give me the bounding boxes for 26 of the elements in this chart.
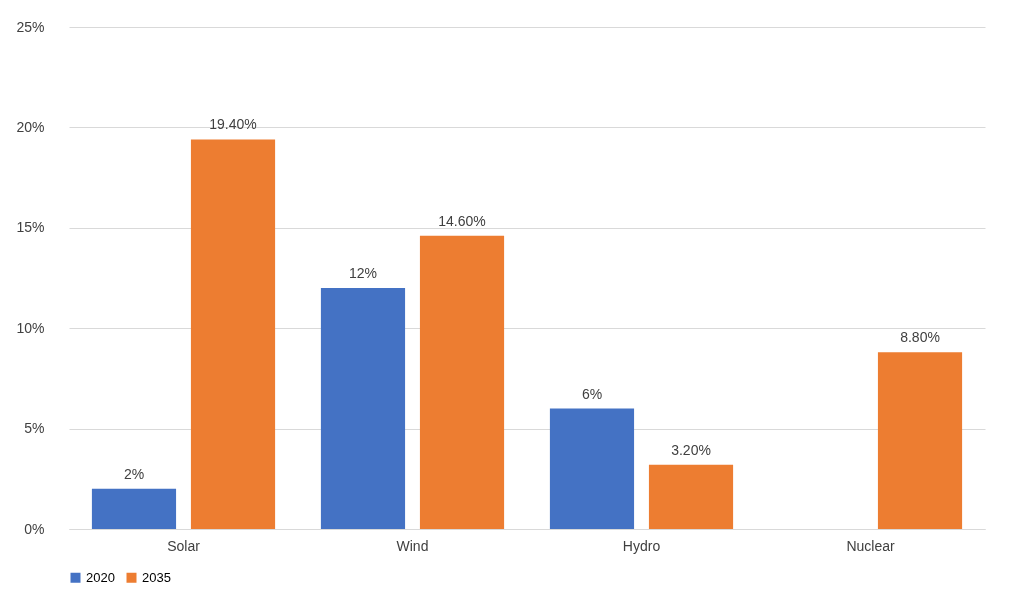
x-tick-label: Solar (167, 537, 201, 554)
bar (877, 352, 963, 529)
y-tick-label: 15% (16, 219, 45, 236)
y-tick-label: 10% (16, 319, 45, 336)
data-label: 8.80% (900, 329, 940, 346)
y-tick-label: 25% (16, 18, 45, 35)
data-label: 14.60% (438, 212, 486, 229)
data-label: 12% (348, 265, 377, 282)
data-label: 3.20% (671, 441, 711, 458)
x-tick-label: Nuclear (846, 537, 895, 554)
legend-label: 2020 (86, 569, 115, 585)
y-tick-label: 5% (24, 420, 45, 437)
data-label: 2% (123, 465, 145, 482)
y-tick-label: 20% (16, 118, 45, 135)
bar (419, 235, 505, 529)
legend-label: 2035 (142, 569, 171, 585)
bar (91, 488, 177, 529)
data-label: 19.40% (209, 116, 257, 133)
bar (648, 464, 734, 529)
data-label: 6% (581, 385, 603, 402)
x-tick-label: Hydro (622, 537, 661, 554)
y-tick-label: 0% (24, 520, 45, 537)
bar (320, 288, 406, 529)
bar (549, 408, 635, 529)
x-tick-label: Wind (396, 537, 429, 554)
bar (190, 139, 276, 529)
